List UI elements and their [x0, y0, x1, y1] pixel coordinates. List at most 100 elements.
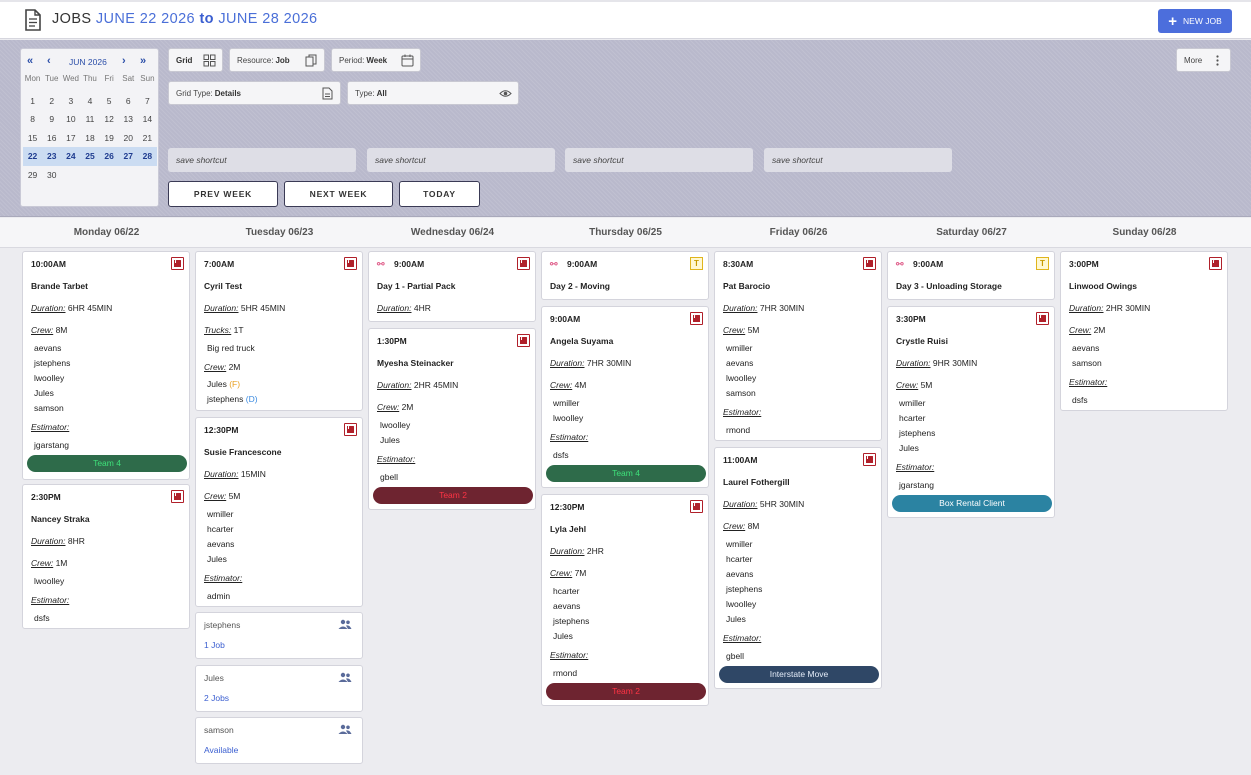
lock-icon[interactable] [1036, 312, 1049, 325]
calendar-day[interactable]: 8 [30, 114, 35, 125]
job-name[interactable]: Lyla Jehl [550, 524, 587, 534]
job-card[interactable]: 2:30PM Nancey Straka Duration: 8HR Crew:… [22, 484, 190, 629]
calendar-day[interactable]: 19 [104, 132, 114, 143]
crew-availability-card[interactable]: Jules 2 Jobs [195, 665, 363, 712]
lock-icon[interactable] [690, 312, 703, 325]
calendar-day[interactable]: 7 [145, 96, 150, 106]
job-card[interactable]: T ⚯ 9:00AM Day 3 - Unloading Storage [887, 251, 1055, 300]
job-name[interactable]: Linwood Owings [1069, 281, 1137, 291]
type-selector[interactable]: Type: All [347, 81, 519, 105]
calendar-day[interactable]: 25 [80, 147, 100, 166]
calendar-day[interactable]: 30 [46, 169, 57, 180]
resource-selector[interactable]: Resource: Job [229, 48, 325, 72]
team-badge: Team 2 [546, 683, 706, 700]
calendar-day[interactable]: 9 [49, 114, 55, 125]
lock-icon[interactable] [863, 257, 876, 270]
double-chevron-right-icon[interactable]: » [140, 55, 147, 67]
job-name[interactable]: Day 3 - Unloading Storage [896, 281, 1002, 291]
job-crew-count: Crew: 5M [204, 491, 241, 501]
save-shortcut-slot-3[interactable]: save shortcut [565, 148, 753, 172]
grid-view-button[interactable]: Grid [168, 48, 223, 72]
lock-icon[interactable] [690, 500, 703, 513]
job-name[interactable]: Susie Francescone [204, 447, 282, 457]
lock-icon[interactable] [344, 257, 357, 270]
calendar-day[interactable]: 16 [46, 132, 57, 143]
job-name[interactable]: Cyril Test [204, 281, 243, 291]
calendar-day[interactable]: 11 [85, 114, 95, 125]
lock-icon[interactable] [517, 334, 530, 347]
calendar-day[interactable]: 14 [142, 114, 153, 125]
prev-week-button[interactable]: PREV WEEK [168, 181, 278, 207]
calendar-day[interactable]: 12 [104, 114, 114, 125]
calendar-day[interactable]: 29 [27, 169, 38, 180]
job-name[interactable]: Pat Barocio [723, 281, 771, 291]
calendar-day[interactable]: 1 [30, 96, 35, 106]
job-card[interactable]: 11:00AM Laurel Fothergill Duration: 5HR … [714, 447, 882, 689]
job-estimator-label: Estimator: [31, 422, 70, 432]
crew-availability-card[interactable]: samson Available [195, 717, 363, 764]
calendar-day[interactable]: 10 [66, 114, 76, 125]
save-shortcut-slot-2[interactable]: save shortcut [367, 148, 555, 172]
calendar-day[interactable]: 17 [66, 132, 76, 143]
calendar-day[interactable]: 21 [142, 132, 153, 143]
calendar-month-label[interactable]: JUN 2026 [69, 57, 107, 67]
save-shortcut-slot-4[interactable]: save shortcut [764, 148, 952, 172]
today-button[interactable]: TODAY [399, 181, 480, 207]
job-card[interactable]: 9:00AM Angela Suyama Duration: 7HR 30MIN… [541, 306, 709, 488]
job-card[interactable]: 1:30PM Myesha Steinacker Duration: 2HR 4… [368, 328, 536, 510]
lock-icon[interactable] [863, 453, 876, 466]
job-name[interactable]: Angela Suyama [550, 336, 614, 346]
job-name[interactable]: Day 1 - Partial Pack [377, 281, 456, 291]
job-name[interactable]: Crystle Ruisi [896, 336, 948, 346]
job-name[interactable]: Nancey Straka [31, 514, 90, 524]
grid-type-selector[interactable]: Grid Type: Details [168, 81, 341, 105]
calendar-day[interactable]: 13 [123, 114, 133, 125]
save-shortcut-slot-1[interactable]: save shortcut [168, 148, 356, 172]
job-card[interactable]: 8:30AM Pat Barocio Duration: 7HR 30MIN C… [714, 251, 882, 441]
calendar-day[interactable]: 22 [23, 147, 43, 166]
job-name[interactable]: Myesha Steinacker [377, 358, 454, 368]
chevron-left-icon[interactable]: ‹ [47, 55, 51, 67]
next-week-button[interactable]: NEXT WEEK [284, 181, 393, 207]
job-card[interactable]: 7:00AM Cyril Test Duration: 5HR 45MIN Tr… [195, 251, 363, 411]
more-menu-button[interactable]: More [1176, 48, 1231, 72]
job-card[interactable]: 3:30PM Crystle Ruisi Duration: 9HR 30MIN… [887, 306, 1055, 518]
crew-job-count[interactable]: 2 Jobs [204, 693, 230, 703]
job-card[interactable]: T ⚯ 9:00AM Day 2 - Moving [541, 251, 709, 300]
job-name[interactable]: Day 2 - Moving [550, 281, 610, 291]
crew-availability-status[interactable]: Available [204, 745, 239, 755]
calendar-day[interactable]: 15 [27, 132, 38, 143]
calendar-day[interactable]: 27 [118, 147, 138, 166]
job-card[interactable]: 12:30PM Susie Francescone Duration: 15MI… [195, 417, 363, 607]
job-time: ⚯ 9:00AM [550, 259, 598, 269]
calendar-day[interactable]: 23 [42, 147, 62, 166]
job-name[interactable]: Brande Tarbet [31, 281, 88, 291]
lock-icon[interactable] [1209, 257, 1222, 270]
lock-icon[interactable] [517, 257, 530, 270]
lock-icon[interactable] [344, 423, 357, 436]
lock-icon[interactable] [171, 490, 184, 503]
crew-job-count[interactable]: 1 Job [204, 640, 225, 650]
calendar-day[interactable]: 3 [68, 96, 74, 106]
calendar-day[interactable]: 24 [61, 147, 81, 166]
job-card[interactable]: ⚯ 9:00AM Day 1 - Partial Pack Duration: 4… [368, 251, 536, 322]
job-card[interactable]: 10:00AM Brande Tarbet Duration: 6HR 45MI… [22, 251, 190, 480]
page-title: JOBS JUNE 22 2026 to JUNE 28 2026 [52, 11, 318, 27]
calendar-day[interactable]: 4 [87, 96, 93, 106]
new-job-button[interactable]: + NEW JOB [1158, 9, 1232, 33]
calendar-day[interactable]: 2 [49, 96, 55, 106]
job-name[interactable]: Laurel Fothergill [723, 477, 790, 487]
calendar-day[interactable]: 6 [125, 96, 131, 106]
calendar-day[interactable]: 26 [99, 147, 119, 166]
calendar-day[interactable]: 5 [106, 96, 112, 106]
calendar-day[interactable]: 18 [85, 132, 95, 143]
calendar-day[interactable]: 28 [137, 147, 157, 166]
calendar-day[interactable]: 20 [123, 132, 133, 143]
crew-availability-card[interactable]: jstephens 1 Job [195, 612, 363, 659]
period-selector[interactable]: Period: Week [331, 48, 421, 72]
lock-icon[interactable] [171, 257, 184, 270]
double-chevron-left-icon[interactable]: « [27, 55, 34, 67]
chevron-right-icon[interactable]: › [122, 55, 126, 67]
job-card[interactable]: 3:00PM Linwood Owings Duration: 2HR 30MI… [1060, 251, 1228, 411]
job-card[interactable]: 12:30PM Lyla Jehl Duration: 2HR Crew: 7M… [541, 494, 709, 706]
